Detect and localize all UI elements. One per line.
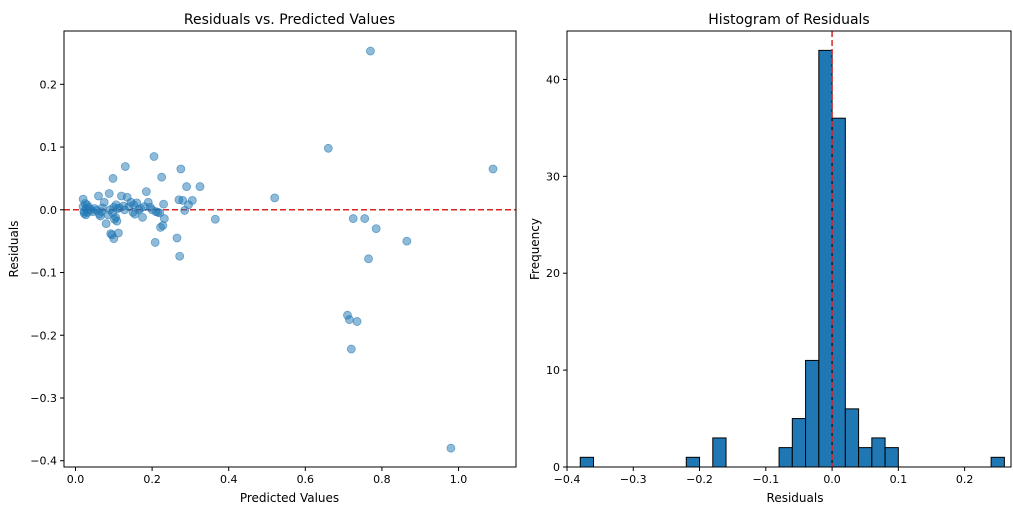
histogram-bar [884,447,899,468]
scatter-point [348,214,358,223]
scatter-point [172,233,182,243]
scatter-point [112,216,122,226]
histogram-bar [844,408,860,468]
histogram-y-axis-label: Frequency [528,218,542,280]
histogram-x-axis-label: Residuals [767,491,824,505]
scatter-point [446,443,456,453]
scatter-point [149,152,159,161]
scatter-y-axis-label: Residuals [7,221,21,278]
histogram-x-tick-label: −0.2 [686,473,713,486]
scatter-y-tick-label: −0.4 [30,455,57,468]
scatter-point [157,172,167,182]
scatter-panel: Residuals vs. Predicted Values 0.0 0.2 0.4… [7,12,517,505]
scatter-point [352,317,362,326]
histogram-bar [685,456,701,468]
scatter-y-tick-label: 0.1 [40,141,58,154]
scatter-axes-frame [63,30,517,468]
scatter-x-tick-label: 1.0 [450,473,468,486]
histogram-y-tick-label: 30 [546,170,560,183]
scatter-x-tick-label: 0.6 [297,473,315,486]
histogram-title: Histogram of Residuals [708,12,869,28]
histogram-y-tick-label: 20 [546,267,560,280]
histogram-y-tick-label: 0 [553,461,560,474]
scatter-point [120,162,130,171]
scatter-point [346,344,356,354]
scatter-point [178,195,188,205]
scatter-y-tick-label: −0.1 [30,267,57,280]
scatter-x-tick-label: 0.8 [373,473,391,486]
scatter-point [187,195,197,205]
scatter-point [360,214,370,223]
scatter-point [159,214,169,223]
histogram-bar [990,456,1005,468]
scatter-y-tick-label: 0.2 [40,78,58,91]
scatter-x-tick-label: 0.0 [67,473,85,486]
scatter-x-tick-label: 0.4 [220,473,238,486]
scatter-point [176,164,186,174]
scatter-point [141,187,151,196]
histogram-bar [805,359,820,468]
scatter-point [195,182,205,191]
histogram-x-tick-label: −0.4 [554,473,581,486]
scatter-points [78,46,498,453]
scatter-point [175,251,185,261]
histogram-bar [818,49,833,468]
scatter-x-tick-label: 0.2 [143,473,161,486]
scatter-point [364,254,373,264]
histogram-x-tick-label: −0.3 [620,473,647,486]
scatter-point [159,199,168,209]
histogram-x-tick-label: 0.1 [890,473,908,486]
histogram-bar [791,418,807,468]
histogram-bar [871,437,886,468]
scatter-point [270,193,280,203]
scatter-title: Residuals vs. Predicted Values [184,12,395,28]
histogram-y-tick-label: 40 [546,73,560,86]
scatter-point [323,143,333,153]
scatter-point [344,315,354,324]
scatter-point [113,228,123,238]
scatter-point [94,191,103,201]
scatter-y-tick-label: 0.0 [40,204,58,217]
histogram-x-tick-label: 0.2 [956,473,974,486]
scatter-point [488,164,498,174]
scatter-point [109,234,119,244]
histogram-y-tick-label: 10 [546,364,560,377]
histogram-x-tick-label: −0.1 [752,473,779,486]
scatter-point [210,214,220,224]
scatter-point [99,197,109,207]
histogram-bars [579,49,1005,468]
scatter-point [402,236,412,246]
scatter-y-tick-label: −0.2 [30,329,57,342]
histogram-bar [579,456,595,468]
scatter-point [108,174,118,183]
histogram-axes-frame [566,30,1012,468]
scatter-x-axis-label: Predicted Values [240,491,339,505]
scatter-point [150,238,160,247]
histogram-panel: Histogram of Residuals −0.4 −0.3 −0.2 −0.1 0… [528,12,1012,505]
histogram-bar [858,447,873,468]
histogram-bar [712,437,727,468]
histogram-bar [778,447,793,468]
scatter-point [366,46,375,56]
scatter-y-tick-label: −0.3 [30,392,57,405]
scatter-point [104,189,114,198]
scatter-point [371,224,381,234]
scatter-point [182,182,191,191]
scatter-point [155,208,165,218]
histogram-axes-ticks: −0.4 −0.3 −0.2 −0.1 0.0 0.1 0.2 0 10 20 30 40 [546,73,973,486]
histogram-x-tick-label: 0.0 [823,473,841,486]
scatter-axes-ticks: 0.0 0.2 0.4 0.6 0.8 1.0 −0.4 −0.3 −0.2 −0.1 0.0 0.1… [30,78,467,486]
scatter-point [101,219,111,228]
scatter-point [138,212,147,222]
histogram-bar [831,117,846,468]
